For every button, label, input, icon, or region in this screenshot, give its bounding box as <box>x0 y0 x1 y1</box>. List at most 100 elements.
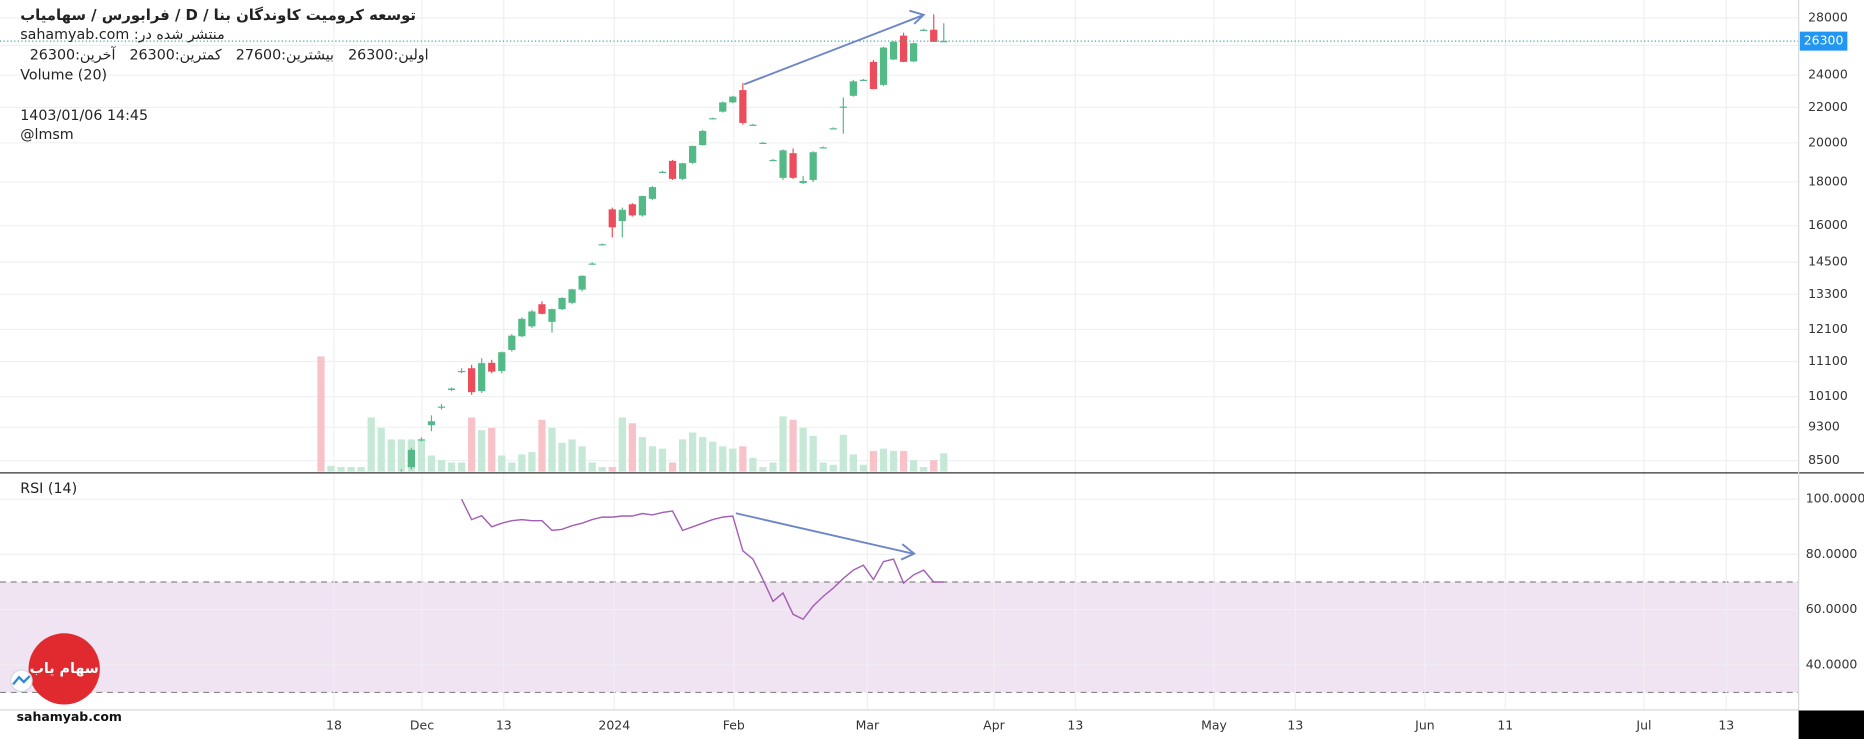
candle-body <box>498 352 506 371</box>
y-tick-label: 18000 <box>1808 173 1848 188</box>
candle-body <box>739 90 747 123</box>
volume-bar <box>940 453 948 472</box>
candle-body <box>648 187 657 199</box>
date-label: 1403/01/06 14:45 <box>20 106 149 124</box>
logo-text: سهام یاب <box>30 661 99 677</box>
volume-bar <box>488 427 496 472</box>
x-tick-label: Apr <box>983 717 1005 732</box>
volume-bar <box>809 435 817 472</box>
volume-bar <box>859 464 868 472</box>
candle-body <box>388 476 395 481</box>
volume-bar <box>709 441 717 472</box>
y2-tick-label: 80.0000 <box>1806 546 1858 561</box>
rsi-line <box>460 498 944 621</box>
volume-bar <box>548 427 556 472</box>
candle-body <box>709 118 717 120</box>
y-tick-label: 8500 <box>1808 452 1840 467</box>
volume-bar <box>417 439 426 472</box>
watermark-site: sahamyab.com <box>17 709 122 724</box>
candle-body <box>508 335 516 350</box>
volume-bar <box>628 423 636 472</box>
candle-body <box>809 152 817 180</box>
candle-body <box>899 35 908 62</box>
rsi-trend-arrow <box>735 512 916 561</box>
y-tick-label: 28000 <box>1808 9 1848 24</box>
volume-bar <box>608 467 616 472</box>
volume-label: Volume (20) <box>20 66 108 84</box>
candle-body <box>879 47 888 85</box>
candle-body <box>468 368 476 393</box>
candle-body <box>699 130 707 146</box>
candle-body <box>789 153 797 178</box>
volume-bar <box>668 462 677 472</box>
candle-body <box>447 388 456 390</box>
candle-body <box>488 362 496 372</box>
candle-body <box>608 209 616 228</box>
candle-body <box>759 142 767 145</box>
value: 26300 <box>29 46 76 63</box>
candle-body <box>819 147 827 149</box>
candle-body <box>689 145 697 163</box>
axes: 18 Dec 13 2024 Feb Mar Apr 13 May 13 Jun 11 Jul 13 850… <box>326 9 1864 732</box>
candle-body <box>638 196 647 216</box>
candle-body <box>548 309 556 322</box>
volume-bar <box>799 427 807 472</box>
candle-body <box>920 29 928 31</box>
candle-body <box>528 311 536 327</box>
x-tick-label: 2024 <box>598 717 630 732</box>
ohlc-legend: اولین:26300 بیشترین:27600 کمترین:26300 آ… <box>20 46 429 64</box>
x-tick-label: Jul <box>1635 717 1651 732</box>
y-tick-label: 10100 <box>1808 388 1848 403</box>
volume-bar <box>749 457 757 472</box>
rsi-title: RSI (14) <box>20 479 78 497</box>
volume-bar <box>920 467 928 472</box>
volume-bar <box>739 446 747 472</box>
volume-bar <box>367 417 375 472</box>
candle-body <box>849 81 857 96</box>
volume-bar <box>699 437 707 472</box>
x-tick-label: Dec <box>410 717 434 732</box>
logo: سهام یاب sahamyab.com <box>10 633 122 724</box>
volume-bar <box>829 464 837 472</box>
x-tick-label: Jun <box>1414 717 1434 732</box>
volume-bar <box>468 417 476 472</box>
volume-bar <box>478 430 486 472</box>
candle-body <box>538 304 546 314</box>
candle-body <box>518 318 526 337</box>
x-tick-label: 11 <box>1497 717 1513 732</box>
y2-tick-label: 40.0000 <box>1806 656 1858 671</box>
volume-bar <box>437 460 446 472</box>
candle-body <box>358 493 365 495</box>
volume-bar <box>889 450 898 472</box>
candle-body <box>628 204 636 216</box>
candle-body <box>427 421 436 426</box>
y-tick-label: 24000 <box>1808 67 1848 82</box>
corner-block <box>1798 710 1864 739</box>
volume-bar <box>869 450 878 472</box>
volume-bar <box>427 455 436 472</box>
value: 26300 <box>348 46 394 63</box>
published-note: منتشر شده در: sahamyab.com <box>20 26 225 43</box>
candle-body <box>678 163 687 179</box>
candle-body <box>368 485 375 492</box>
volume-bar <box>327 465 335 472</box>
candle-body <box>457 370 466 373</box>
volume-bar <box>779 416 787 472</box>
candle-body <box>829 128 837 130</box>
candle-body <box>668 160 677 179</box>
candle-body <box>719 102 727 112</box>
candle-body <box>618 209 626 222</box>
volume-bar <box>839 434 847 472</box>
author: @lmsm <box>20 125 74 143</box>
volume-bar <box>538 419 546 472</box>
chart-title: توسعه کرومیت کاوندگان بنا / D / فرابورس … <box>20 5 416 24</box>
volume-bar <box>879 448 888 472</box>
trend-arrow <box>743 9 926 86</box>
volume-bar <box>457 462 466 472</box>
volume-bar <box>618 417 626 472</box>
candle-body <box>417 439 426 441</box>
candle-body <box>588 263 596 265</box>
candle-body <box>598 244 606 246</box>
x-tick-label: Mar <box>856 717 880 732</box>
